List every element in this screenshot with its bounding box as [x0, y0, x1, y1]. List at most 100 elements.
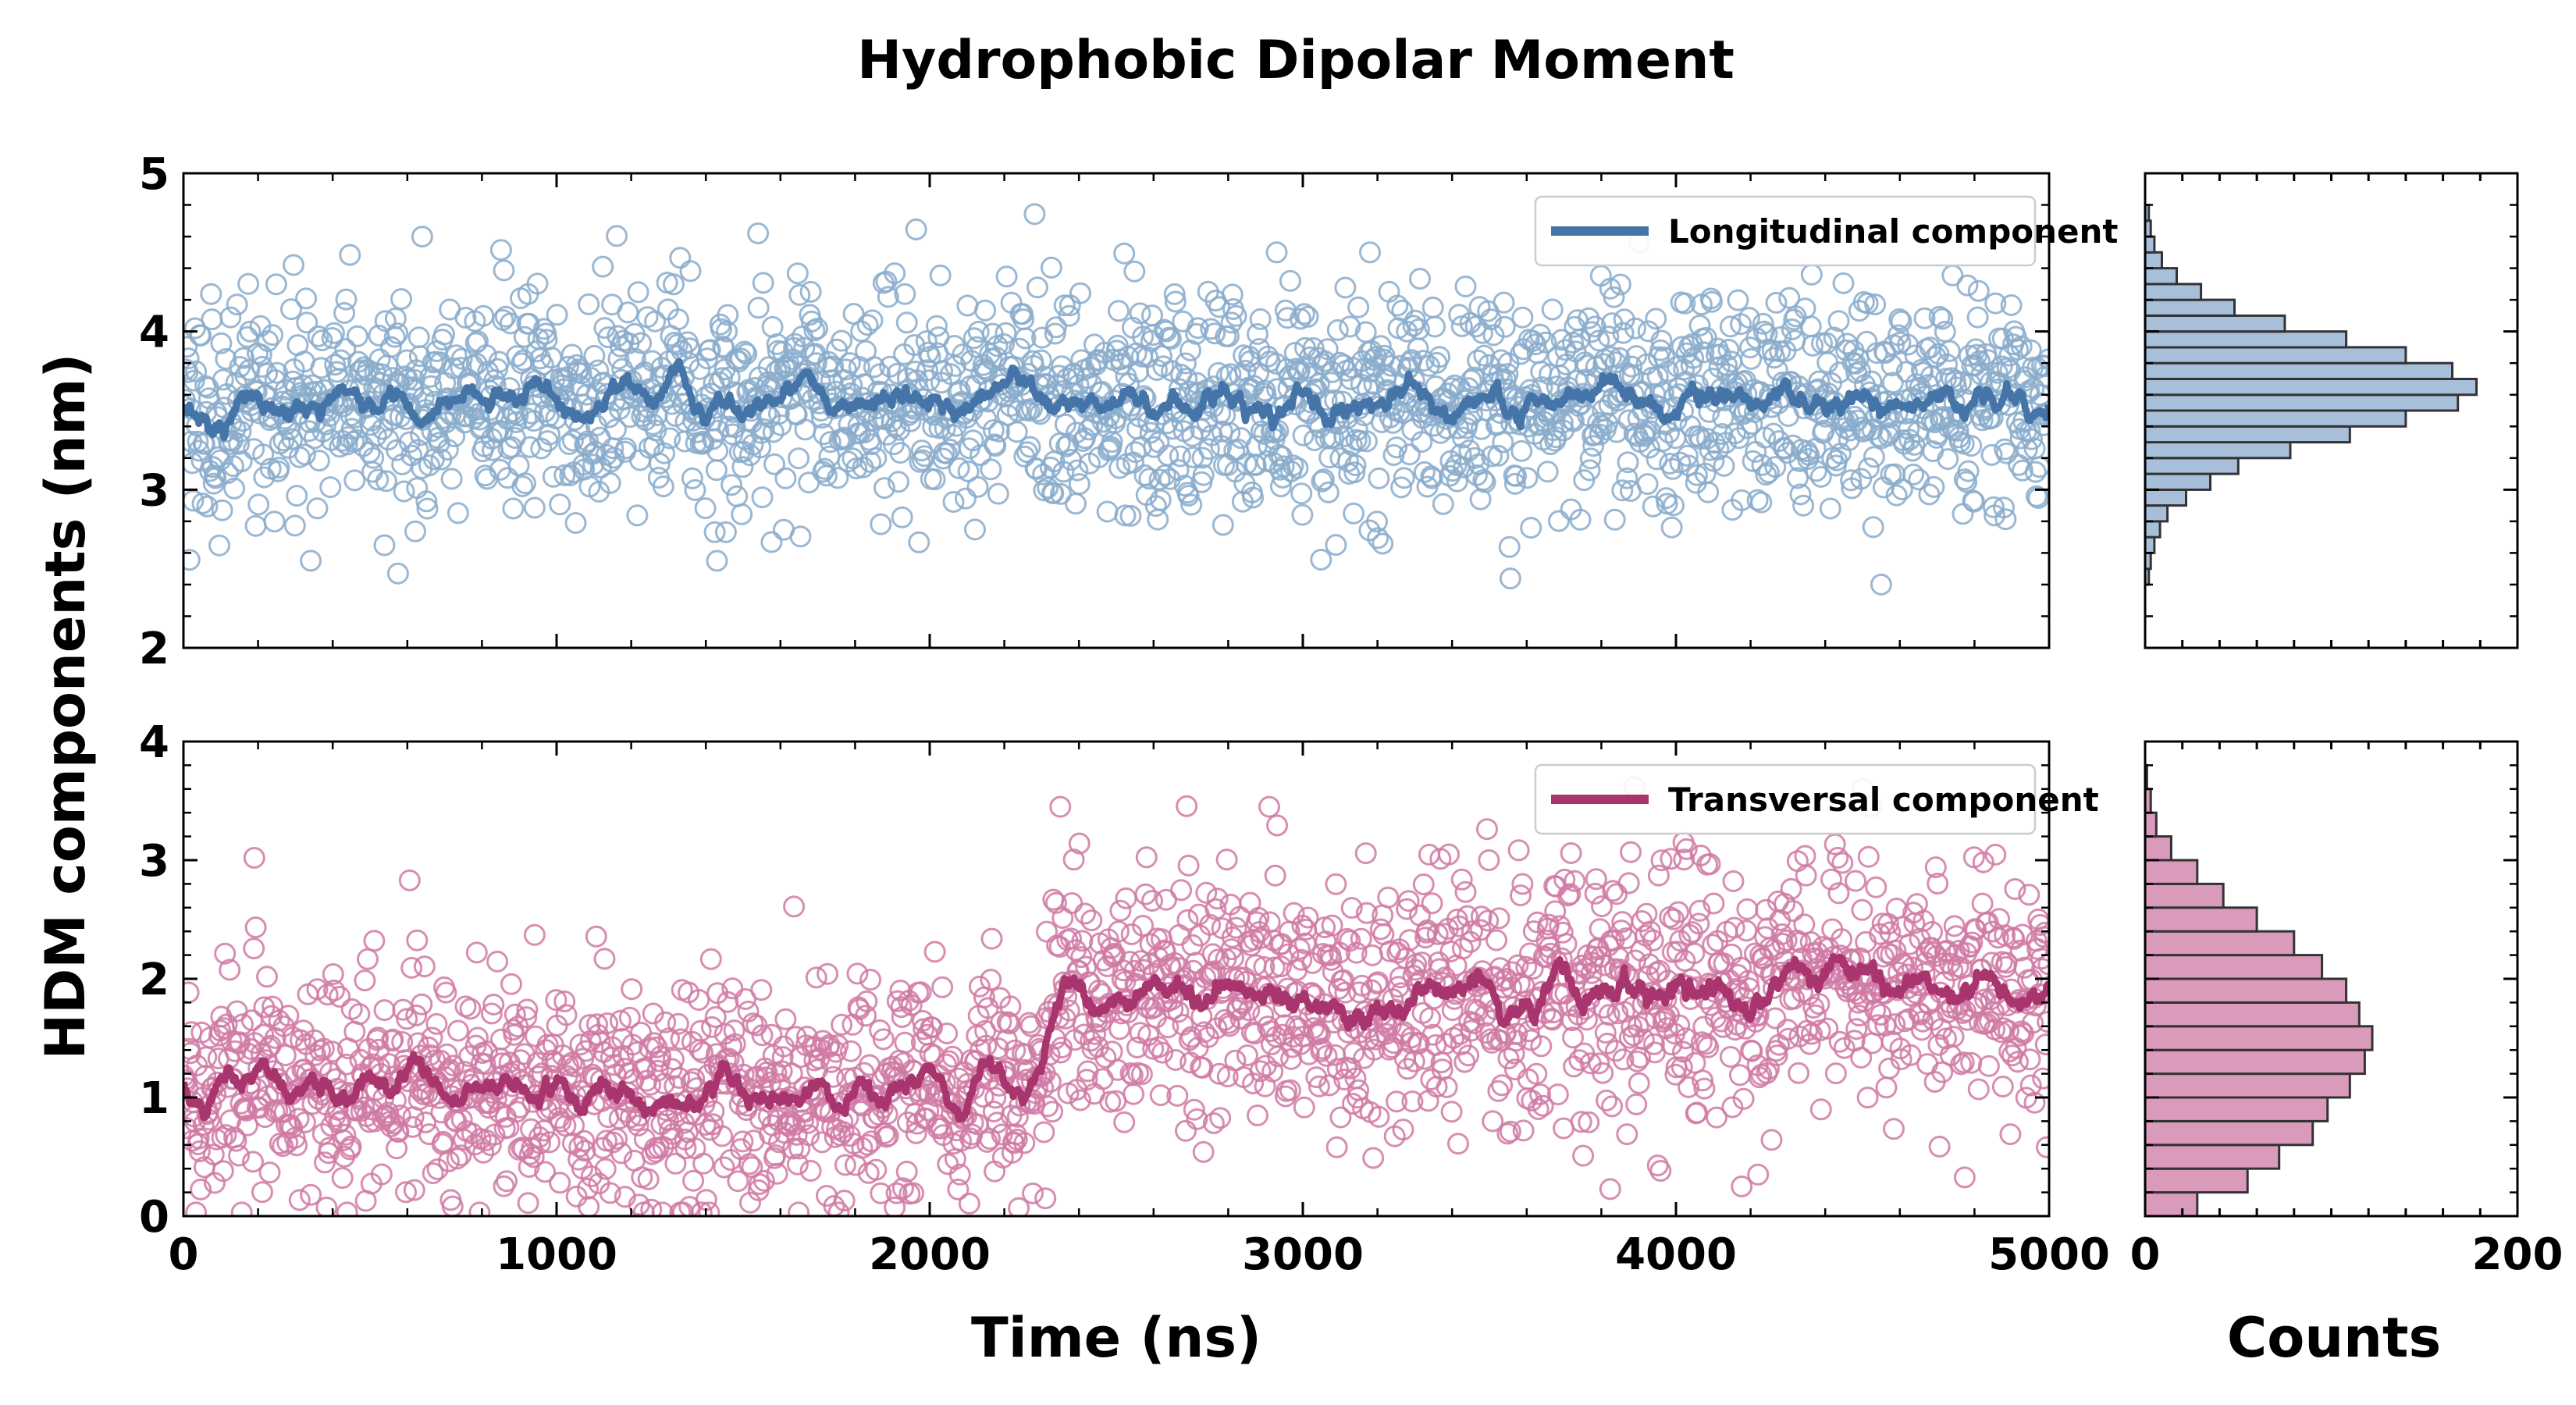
- data-point: [2033, 921, 2049, 944]
- data-point: [441, 1195, 464, 1216]
- data-point: [1421, 467, 1443, 489]
- series-line-transversal: [183, 953, 2049, 1123]
- data-point: [1697, 1036, 1720, 1058]
- data-point: [1367, 971, 1389, 994]
- data-point: [738, 1153, 760, 1176]
- data-point: [1070, 946, 1093, 969]
- data-point: [1032, 463, 1055, 486]
- data-point: [1282, 454, 1304, 477]
- data-point: [506, 1101, 528, 1123]
- data-point: [419, 365, 442, 388]
- data-point: [1421, 892, 1443, 915]
- data-point: [798, 471, 820, 494]
- data-point: [1202, 1112, 1225, 1134]
- data-point: [788, 283, 811, 306]
- legend-longitudinal: Longitudinal component: [1534, 195, 2118, 267]
- data-point: [1031, 326, 1053, 349]
- data-point: [489, 239, 512, 261]
- data-point: [1372, 532, 1394, 555]
- data-point: [1627, 1016, 1649, 1038]
- data-point: [1697, 481, 1720, 503]
- data-point: [1396, 898, 1418, 920]
- data-point: [1763, 347, 1786, 369]
- data-point: [215, 1124, 237, 1147]
- data-point: [419, 1044, 442, 1066]
- data-point: [717, 991, 739, 1013]
- data-point: [1673, 848, 1695, 871]
- data-point: [300, 1183, 322, 1206]
- data-point: [785, 1123, 808, 1146]
- data-point: [1984, 843, 2007, 866]
- data-point: [1570, 1111, 1592, 1133]
- data-point: [1703, 450, 1725, 472]
- data-point: [578, 1196, 600, 1216]
- data-point: [1432, 493, 1454, 515]
- data-point: [228, 1144, 251, 1167]
- data-point: [856, 990, 878, 1012]
- data-point: [1129, 302, 1151, 325]
- data-point: [1642, 1033, 1665, 1055]
- data-point: [663, 273, 685, 296]
- data-point: [185, 1201, 208, 1216]
- data-point: [711, 1125, 734, 1147]
- hist-bar: [2144, 882, 2225, 909]
- data-point: [654, 1011, 677, 1033]
- data-point: [1019, 436, 1041, 458]
- data-point: [1113, 1111, 1136, 1133]
- data-point: [1503, 472, 1526, 495]
- data-point: [1041, 1101, 1064, 1123]
- data-point: [1346, 1087, 1368, 1109]
- data-point: [1660, 1033, 1683, 1056]
- data-point: [214, 942, 237, 965]
- hist-bar: [2144, 1119, 2314, 1147]
- data-point: [649, 1045, 672, 1068]
- data-point: [1297, 906, 1319, 929]
- panel-longitudinal: 2 3 4 5 Longitudinal component: [139, 149, 2118, 674]
- data-point: [1875, 1076, 1898, 1099]
- data-point: [2019, 1048, 2041, 1071]
- data-point: [1589, 265, 1612, 287]
- data-point: [786, 1153, 809, 1176]
- data-point: [1994, 924, 2016, 947]
- data-point: [2000, 294, 2023, 316]
- data-point: [1624, 317, 1646, 340]
- data-point: [1340, 897, 1363, 919]
- data-point: [1219, 363, 1242, 386]
- data-point: [1986, 361, 2008, 384]
- data-point: [1851, 898, 1873, 921]
- data-point: [1971, 892, 1994, 915]
- data-point: [365, 425, 387, 447]
- data-point: [1530, 1035, 1553, 1058]
- data-point: [617, 301, 639, 324]
- data-point: [707, 419, 730, 442]
- data-point: [1005, 421, 1028, 443]
- data-point: [1076, 1069, 1098, 1091]
- hist-x-tick-label: 0: [2130, 1229, 2161, 1280]
- data-point: [2010, 335, 2033, 357]
- data-point: [1712, 407, 1735, 429]
- data-point: [1427, 951, 1450, 973]
- data-point: [187, 1127, 210, 1150]
- hist-ticks-transversal: 0 200: [2130, 740, 2563, 1280]
- data-point: [1265, 352, 1287, 375]
- data-point: [1924, 856, 1947, 879]
- data-point: [888, 471, 909, 493]
- data-point: [856, 314, 879, 336]
- data-point: [1620, 841, 1642, 863]
- data-point: [618, 1006, 641, 1029]
- data-point: [1805, 460, 1827, 482]
- hist-bar: [2144, 472, 2211, 491]
- data-point: [445, 344, 468, 367]
- hist-bar: [2144, 1048, 2366, 1076]
- data-point: [1023, 203, 1046, 226]
- data-point: [545, 989, 568, 1012]
- data-point: [2033, 926, 2049, 948]
- data-point: [2018, 884, 2041, 906]
- data-point: [573, 1129, 596, 1152]
- data-point: [751, 1024, 774, 1047]
- data-point: [1096, 500, 1119, 523]
- data-point: [1030, 349, 1052, 372]
- data-point: [1447, 1133, 1469, 1155]
- panel-transversal-frame: [182, 740, 2051, 1218]
